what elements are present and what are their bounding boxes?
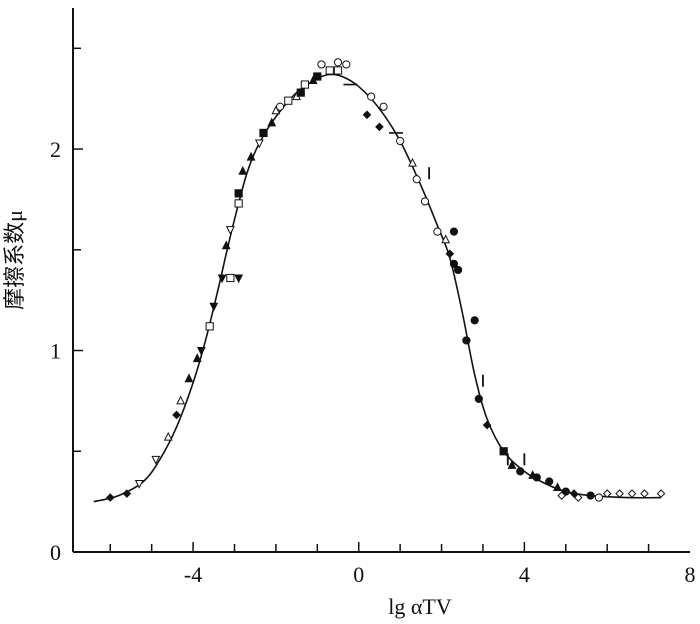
x-ticks: -4 0 4 8 (109, 542, 696, 587)
data-point (367, 92, 376, 101)
data-point (176, 395, 186, 405)
data-point (209, 302, 219, 312)
y-axis-label: 摩擦系数μ (2, 210, 27, 310)
data-point (441, 234, 451, 244)
data-point (275, 102, 285, 111)
data-point (656, 489, 666, 498)
data-point (151, 455, 161, 465)
data-point (234, 274, 244, 284)
data-point (238, 165, 248, 175)
data-point (470, 316, 479, 325)
y-tick-label: 2 (50, 137, 61, 162)
data-point (267, 117, 277, 127)
data-point (271, 105, 281, 115)
data-point (259, 128, 268, 138)
data-point (557, 491, 566, 500)
y-tick-label: 1 (50, 339, 61, 364)
data-point (507, 460, 517, 469)
data-point (474, 394, 483, 403)
data-point (362, 110, 372, 120)
data-point (516, 467, 525, 476)
data-point (586, 491, 595, 500)
data-point (317, 60, 326, 69)
data-point (532, 473, 541, 482)
data-point (172, 410, 181, 420)
data-point (396, 136, 405, 146)
data-point (482, 420, 492, 430)
data-point (184, 373, 194, 383)
data-point (313, 72, 322, 81)
data-point (627, 489, 637, 498)
data-point (462, 336, 471, 345)
x-tick-label: 4 (519, 562, 530, 587)
fitted-curve (93, 73, 662, 503)
data-point (602, 489, 612, 498)
data-point (573, 493, 583, 502)
x-tick-label: 8 (685, 562, 696, 587)
data-point (205, 322, 214, 331)
data-point (300, 80, 309, 89)
data-point (234, 199, 243, 208)
data-point (561, 487, 570, 496)
data-point (615, 489, 624, 498)
data-point (342, 60, 351, 69)
data-point (375, 122, 384, 132)
data-point (325, 66, 334, 75)
data-point (163, 431, 173, 441)
fitted-curve-layer (93, 73, 662, 503)
data-point (412, 175, 421, 184)
data-point (105, 493, 115, 502)
data-point (553, 482, 562, 492)
data-point (246, 151, 256, 161)
data-point (454, 265, 463, 275)
data-points-layer (105, 58, 666, 502)
axes (72, 8, 690, 553)
data-point (122, 489, 132, 498)
y-tick-label: 0 (50, 540, 61, 565)
data-point (254, 139, 264, 149)
data-point (420, 197, 430, 206)
data-point (594, 493, 603, 502)
data-point (433, 227, 442, 236)
data-point (221, 240, 231, 250)
data-point (569, 489, 579, 498)
data-point (333, 66, 343, 75)
data-point (379, 102, 388, 111)
data-point (640, 489, 649, 498)
data-point (234, 189, 243, 198)
data-point (225, 226, 235, 235)
data-point (408, 157, 417, 167)
data-point (226, 273, 235, 283)
data-point (499, 447, 508, 456)
data-point (196, 347, 206, 356)
data-point (445, 249, 455, 259)
data-point (296, 88, 305, 97)
data-point (333, 58, 343, 67)
data-point (134, 479, 144, 489)
x-tick-label: -4 (184, 562, 202, 587)
data-point (284, 96, 293, 105)
x-tick-label: 0 (353, 562, 364, 587)
data-point (545, 477, 554, 486)
data-point (449, 259, 459, 268)
x-axis-label: lg αTV (388, 594, 452, 619)
data-point (217, 274, 227, 284)
data-point (449, 227, 459, 236)
y-ticks: 0 1 2 (50, 47, 83, 565)
data-point (192, 353, 202, 363)
